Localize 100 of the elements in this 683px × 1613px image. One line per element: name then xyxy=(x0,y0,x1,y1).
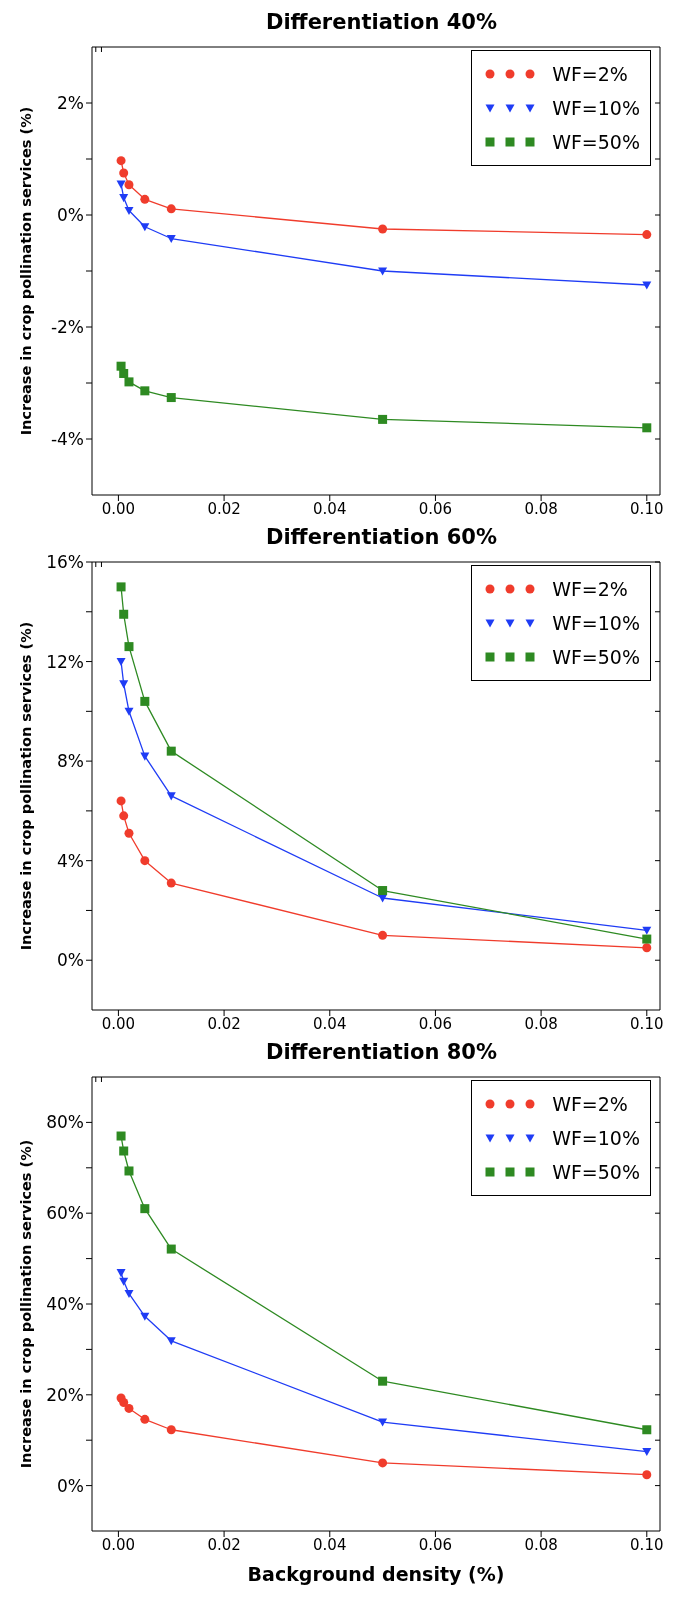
x-tick-label: 0.06 xyxy=(418,1535,453,1554)
x-tick-label: 0.10 xyxy=(630,499,664,518)
x-tick-label: 0.02 xyxy=(207,1535,241,1554)
legend-label: WF=2% xyxy=(552,63,628,85)
point xyxy=(642,230,652,240)
y-tick-label: 0% xyxy=(57,205,84,226)
point xyxy=(642,943,652,953)
legend-label: WF=10% xyxy=(552,612,640,634)
point xyxy=(378,886,388,896)
x-tick-label: 0.04 xyxy=(313,1014,347,1033)
y-tick-label: 80% xyxy=(46,1112,84,1133)
point xyxy=(124,1289,134,1299)
point xyxy=(116,1269,126,1278)
point xyxy=(119,811,129,821)
legend-label: WF=2% xyxy=(552,578,628,600)
x-tick-label: 0.02 xyxy=(207,1014,241,1033)
point xyxy=(119,1277,129,1286)
point xyxy=(166,746,176,756)
x-axis-title: Background density (%) xyxy=(247,1563,505,1585)
point xyxy=(124,206,134,216)
point xyxy=(166,1244,176,1254)
point xyxy=(642,1447,652,1457)
y-tick-label: 12% xyxy=(46,651,84,672)
y-tick-label: 20% xyxy=(46,1384,84,1405)
x-tick-label: 0.00 xyxy=(101,1535,136,1554)
point xyxy=(378,930,388,940)
point xyxy=(119,368,129,378)
point xyxy=(378,414,388,424)
legend-label: WF=10% xyxy=(552,97,640,119)
y-tick-label: 2% xyxy=(57,93,84,114)
x-tick-label: 0.00 xyxy=(101,1014,136,1033)
x-tick-label: 0.06 xyxy=(418,499,453,518)
point xyxy=(116,582,126,592)
x-tick-label: 0.08 xyxy=(524,499,558,518)
point xyxy=(378,267,388,276)
chart-title: Differentiation 40% xyxy=(265,9,498,36)
point xyxy=(116,156,126,166)
point xyxy=(140,194,150,204)
x-tick-label: 0.10 xyxy=(630,1014,664,1033)
point xyxy=(140,223,150,232)
point xyxy=(166,792,176,801)
point xyxy=(124,707,134,716)
point xyxy=(642,934,652,944)
point xyxy=(124,1166,134,1176)
point xyxy=(119,168,129,178)
legend-label: WF=50% xyxy=(552,1161,640,1183)
legend-label: WF=2% xyxy=(552,1093,628,1115)
y-tick-label: 16% xyxy=(46,552,84,573)
y-tick-label: 0% xyxy=(57,1475,84,1496)
point xyxy=(119,680,129,689)
x-tick-label: 0.04 xyxy=(313,499,347,518)
y-tick-label: 8% xyxy=(57,751,84,772)
point xyxy=(124,642,134,652)
legend-label: WF=50% xyxy=(552,646,640,668)
y-tick-label: 0% xyxy=(57,950,84,971)
point xyxy=(124,377,134,387)
y-tick-label: 60% xyxy=(46,1203,84,1224)
chart-title: Differentiation 60% xyxy=(265,524,498,551)
point xyxy=(119,1146,129,1156)
point xyxy=(119,1398,129,1408)
point xyxy=(166,1337,176,1346)
legend-label: WF=10% xyxy=(552,1127,640,1149)
chart-title: Differentiation 80% xyxy=(265,1039,498,1066)
point xyxy=(642,423,652,433)
point xyxy=(166,234,176,244)
point xyxy=(166,878,176,888)
point xyxy=(140,386,150,396)
point xyxy=(140,1204,150,1214)
point xyxy=(166,393,176,403)
y-tick-label: 4% xyxy=(57,850,84,871)
point xyxy=(124,180,134,190)
point xyxy=(642,1425,652,1435)
point xyxy=(166,1425,176,1435)
point xyxy=(378,1458,388,1468)
point xyxy=(119,609,129,619)
x-tick-label: 0.04 xyxy=(313,1535,347,1554)
x-tick-label: 0.06 xyxy=(418,1014,453,1033)
y-tick-label: -2% xyxy=(50,317,84,338)
x-tick-label: 0.02 xyxy=(207,499,241,518)
y-axis-title: Increase in crop pollination services (%) xyxy=(18,1139,35,1469)
legend-label: WF=50% xyxy=(552,131,640,153)
point xyxy=(166,204,176,214)
x-tick-label: 0.00 xyxy=(101,499,136,518)
x-tick-label: 0.10 xyxy=(630,1535,664,1554)
point xyxy=(124,1403,134,1413)
y-axis-title: Increase in crop pollination services (%) xyxy=(18,621,35,951)
point xyxy=(140,1312,150,1321)
point xyxy=(140,1414,150,1424)
point xyxy=(124,828,134,838)
point xyxy=(378,224,388,234)
point xyxy=(642,1470,652,1480)
point xyxy=(116,796,126,806)
point xyxy=(140,856,150,866)
point xyxy=(378,1376,388,1386)
x-tick-label: 0.08 xyxy=(524,1535,558,1554)
point xyxy=(642,281,652,290)
y-tick-label: 40% xyxy=(46,1294,84,1315)
x-tick-label: 0.08 xyxy=(524,1014,558,1033)
y-axis-title: Increase in crop pollination services (%) xyxy=(18,106,35,436)
point xyxy=(116,1131,126,1141)
